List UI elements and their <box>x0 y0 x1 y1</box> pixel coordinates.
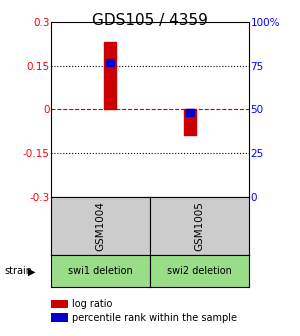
Text: GDS105 / 4359: GDS105 / 4359 <box>92 13 208 29</box>
Bar <box>106 58 114 66</box>
Bar <box>184 109 196 135</box>
Text: ▶: ▶ <box>28 266 35 276</box>
Text: percentile rank within the sample: percentile rank within the sample <box>72 312 237 323</box>
Bar <box>186 109 194 116</box>
Text: log ratio: log ratio <box>72 299 112 309</box>
Text: GSM1005: GSM1005 <box>194 201 205 251</box>
Bar <box>104 42 116 109</box>
Text: strain: strain <box>4 266 32 276</box>
Text: swi1 deletion: swi1 deletion <box>68 266 133 276</box>
Text: GSM1004: GSM1004 <box>95 201 106 251</box>
Text: swi2 deletion: swi2 deletion <box>167 266 232 276</box>
